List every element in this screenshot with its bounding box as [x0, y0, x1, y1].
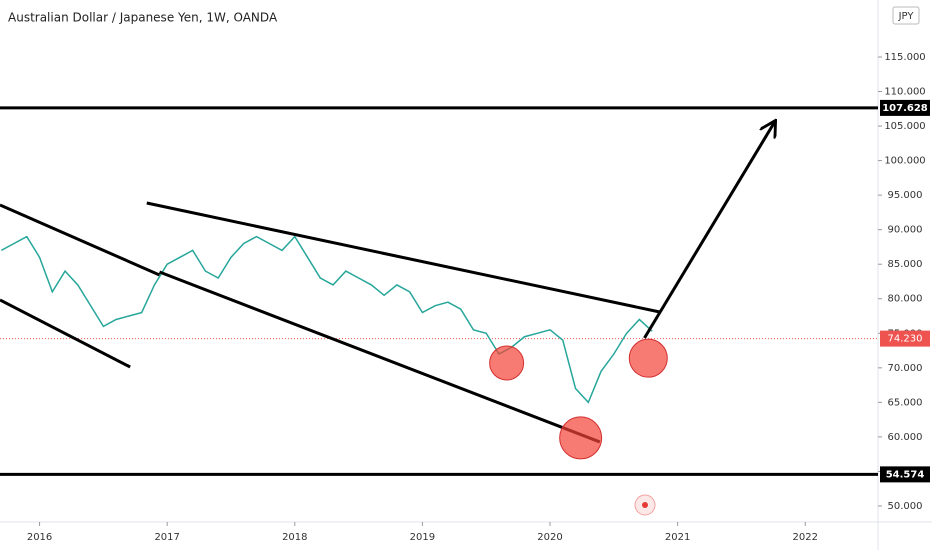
- y-tick-label: 115.000: [884, 52, 925, 63]
- x-tick-label: 2018: [282, 532, 307, 543]
- x-tick-label: 2016: [27, 532, 52, 543]
- y-tick-label: 110.000: [884, 87, 925, 98]
- price-line: [0, 235, 653, 404]
- x-tick-label: 2019: [410, 532, 435, 543]
- highlight-circle: [628, 338, 668, 378]
- trend-line: [158, 270, 601, 444]
- currency-label: JPY: [898, 11, 915, 22]
- trend-line: [0, 203, 161, 277]
- level-badge: [880, 99, 930, 116]
- y-tick-label: 70.000: [888, 363, 923, 374]
- last-price-badge: [880, 330, 930, 347]
- currency-badge[interactable]: [892, 6, 920, 25]
- trend-line: [0, 298, 131, 369]
- projection-arrow: [643, 122, 774, 339]
- y-tick-label: 105.000: [884, 121, 925, 132]
- y-tick-label: 100.000: [884, 156, 925, 167]
- x-tick-label: 2020: [537, 532, 562, 543]
- level-label: 54.574: [886, 469, 925, 480]
- x-tick-label: 2021: [665, 532, 690, 543]
- y-tick-label: 65.000: [888, 397, 923, 408]
- level-label: 107.628: [882, 103, 928, 114]
- y-tick-label: 60.000: [888, 432, 923, 443]
- highlight-circle: [559, 416, 603, 460]
- event-icon[interactable]: [634, 494, 656, 516]
- highlight-circle: [489, 345, 525, 381]
- chart-title: Australian Dollar / Japanese Yen, 1W, OA…: [8, 11, 278, 25]
- y-tick-label: 90.000: [888, 225, 923, 236]
- x-tick-label: 2022: [793, 532, 818, 543]
- last-price-label: 74.230: [888, 334, 923, 345]
- y-tick-label: 95.000: [888, 190, 923, 201]
- y-tick-label: 85.000: [888, 259, 923, 270]
- y-tick-label: 80.000: [888, 294, 923, 305]
- level-badge: [880, 466, 930, 483]
- x-tick-label: 2017: [154, 532, 179, 543]
- trend-line: [146, 201, 661, 314]
- y-tick-label: 50.000: [888, 501, 923, 512]
